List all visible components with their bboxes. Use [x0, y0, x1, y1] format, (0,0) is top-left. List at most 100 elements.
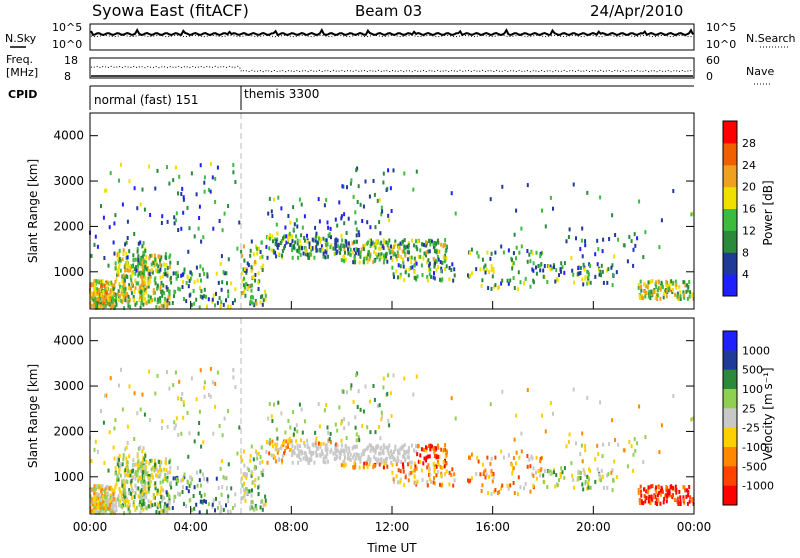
power-cell-817	[332, 246, 335, 251]
velocity-cell-963	[380, 410, 383, 415]
power-cell-250	[119, 284, 122, 289]
power-cell-1512	[645, 284, 648, 289]
velocity-cell-775	[250, 493, 253, 498]
power-cell-606	[198, 273, 201, 278]
power-cell-1021	[295, 218, 298, 223]
power-cell-1244	[428, 238, 431, 243]
power-cell-308	[121, 278, 124, 283]
power-cell-391	[153, 290, 156, 295]
power-cell-616	[166, 273, 169, 278]
power-cell-271	[126, 259, 129, 264]
velocity-cell-1020	[318, 424, 321, 429]
power-cell-596	[186, 275, 189, 280]
power-cell-1252	[399, 272, 402, 277]
power-cell-175	[104, 303, 107, 308]
power-cell-160	[111, 299, 114, 304]
power-cell-1003	[378, 198, 381, 203]
velocity-cell-1358	[519, 485, 522, 490]
power-cell-756	[262, 298, 265, 303]
power-cell-851	[334, 240, 337, 245]
velocity-cell-1613	[639, 484, 642, 489]
power-cell-1250	[404, 245, 407, 250]
velocity-cell-1377	[480, 489, 483, 493]
velocity-cell-181	[94, 487, 97, 492]
power-cell-386	[147, 284, 150, 289]
power-cell-1569	[659, 285, 662, 290]
xtick-label-4: 16:00	[475, 520, 510, 534]
velocity-cell-425	[145, 490, 148, 495]
velocity-cell-861	[274, 447, 277, 452]
velocity-cell-1447	[600, 468, 603, 473]
power-cell-1266	[440, 266, 443, 271]
velocity-cell-277	[124, 500, 127, 505]
velocity-cell-159	[102, 500, 105, 505]
power-cell-989	[270, 209, 273, 214]
power-cell-491	[159, 287, 162, 291]
power-cell-298	[128, 286, 131, 291]
velocity-cell-797	[334, 451, 337, 456]
power-cell-219	[114, 292, 117, 297]
velocity-cell-160	[111, 504, 114, 509]
power-cell-1223	[353, 240, 356, 245]
velocity-cell-1254	[452, 483, 455, 488]
velocity-cell-402	[147, 481, 150, 486]
velocity-cell-279	[125, 456, 128, 461]
power-cell-473	[164, 267, 167, 272]
power-cell-1572	[649, 296, 652, 301]
power-cell-1178	[406, 244, 409, 249]
power-cell-316	[130, 286, 133, 291]
power-cell-915	[315, 248, 318, 253]
power-cell-1015	[329, 226, 332, 231]
power-cell-1417	[611, 283, 614, 288]
velocity-cell-1438	[606, 485, 609, 490]
power-cell-1583	[661, 284, 664, 289]
power-cell-1678	[180, 192, 183, 196]
velocity-cell-1615	[676, 499, 679, 504]
velocity-cell-1385	[492, 471, 495, 476]
velocity-cell-1137	[444, 454, 447, 459]
power-cell-964	[325, 198, 328, 202]
power-cell-996	[354, 210, 357, 215]
velocity-cell-1416	[602, 485, 605, 490]
power-cell-325	[124, 268, 127, 273]
power-cell-1156	[428, 249, 431, 254]
power-colorbar-swatch-6	[723, 142, 737, 166]
velocity-cell-325	[124, 473, 127, 478]
velocity-cell-1145	[368, 462, 371, 467]
power-cell-912	[316, 240, 319, 245]
velocity-cell-592	[175, 477, 178, 482]
velocity-cell-1310	[437, 470, 440, 474]
velocity-cell-1413	[572, 477, 575, 482]
velocity-cell-667	[181, 477, 184, 482]
power-cell-651	[94, 234, 97, 239]
velocity-cell-1116	[402, 444, 404, 449]
power-cell-1215	[353, 256, 356, 261]
velocity-cell-1621	[688, 485, 691, 489]
power-cell-1501	[636, 236, 639, 241]
power-cell-514	[153, 258, 156, 263]
velocity-cell-454	[156, 488, 159, 493]
velocity-cell-548	[200, 483, 202, 488]
velocity-colorbar-tick-1: 500	[742, 364, 763, 377]
velocity-cell-731	[242, 488, 245, 493]
power-cell-1552	[674, 279, 677, 284]
velocity-cell-427	[160, 468, 163, 473]
velocity-cell-1675	[172, 383, 175, 388]
power-cell-1238	[370, 241, 373, 246]
velocity-cell-1287	[448, 470, 451, 475]
velocity-cell-404	[163, 505, 166, 510]
power-cell-791	[243, 267, 246, 271]
velocity-cell-933	[291, 444, 294, 449]
velocity-cell-77	[110, 500, 113, 505]
power-cell-478	[142, 297, 145, 301]
velocity-cell-690	[178, 379, 181, 384]
power-cell-101	[90, 304, 93, 309]
nave-label: Nave	[746, 65, 774, 78]
power-cell-657	[135, 268, 138, 273]
power-cell-771	[261, 268, 264, 272]
power-cell-971	[276, 231, 279, 236]
power-cell-1665	[198, 204, 201, 209]
velocity-cell-603	[165, 490, 168, 495]
power-cell-155	[94, 290, 97, 294]
